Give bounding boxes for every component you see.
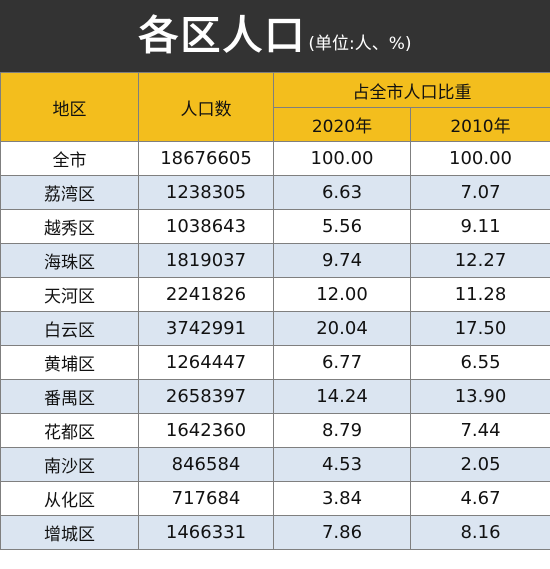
- share-2020-cell: 20.04: [273, 311, 411, 346]
- district-cell: 荔湾区: [0, 175, 139, 210]
- share-2020-cell: 14.24: [273, 379, 411, 414]
- population-cell: 717684: [138, 481, 274, 516]
- share-2010-cell: 6.55: [410, 345, 550, 380]
- title-bar: 各区人口 (单位:人、%): [0, 0, 550, 72]
- district-cell: 海珠区: [0, 243, 139, 278]
- population-cell: 2241826: [138, 277, 274, 312]
- header-year-2010: 2010年: [410, 107, 550, 142]
- table-row: 黄埔区 1264447 6.77 6.55: [0, 345, 550, 380]
- district-cell: 越秀区: [0, 209, 139, 244]
- table-row: 南沙区 846584 4.53 2.05: [0, 447, 550, 482]
- header-year-2020: 2020年: [273, 107, 411, 142]
- district-cell: 南沙区: [0, 447, 139, 482]
- share-2010-cell: 12.27: [410, 243, 550, 278]
- share-2010-cell: 4.67: [410, 481, 550, 516]
- population-cell: 846584: [138, 447, 274, 482]
- district-cell: 天河区: [0, 277, 139, 312]
- share-2010-cell: 2.05: [410, 447, 550, 482]
- district-cell: 增城区: [0, 515, 139, 550]
- population-cell: 2658397: [138, 379, 274, 414]
- table-row: 花都区 1642360 8.79 7.44: [0, 413, 550, 448]
- population-table: 地区 人口数 占全市人口比重 2020年 2010年 全市 18676605 100…: [0, 72, 550, 550]
- share-2010-cell: 13.90: [410, 379, 550, 414]
- share-2010-cell: 8.16: [410, 515, 550, 550]
- district-cell: 全市: [0, 141, 139, 176]
- table-row: 白云区 3742991 20.04 17.50: [0, 311, 550, 346]
- header-population: 人口数: [138, 72, 274, 142]
- table-row: 荔湾区 1238305 6.63 7.07: [0, 175, 550, 210]
- district-cell: 黄埔区: [0, 345, 139, 380]
- population-cell: 1466331: [138, 515, 274, 550]
- district-cell: 番禺区: [0, 379, 139, 414]
- share-2020-cell: 100.00: [273, 141, 411, 176]
- share-2020-cell: 8.79: [273, 413, 411, 448]
- share-2020-cell: 6.63: [273, 175, 411, 210]
- page-title: 各区人口: [138, 13, 307, 59]
- population-cell: 3742991: [138, 311, 274, 346]
- header-share-group: 占全市人口比重: [273, 72, 550, 108]
- header-row-top: 地区 人口数 占全市人口比重: [0, 72, 550, 142]
- district-cell: 花都区: [0, 413, 139, 448]
- share-2020-cell: 3.84: [273, 481, 411, 516]
- unit-note: (单位:人、%): [308, 34, 412, 54]
- table-body: 全市 18676605 100.00 100.00 荔湾区 1238305 6.63 7.07…: [0, 141, 550, 550]
- table-row: 番禺区 2658397 14.24 13.90: [0, 379, 550, 414]
- table-row: 海珠区 1819037 9.74 12.27: [0, 243, 550, 278]
- district-cell: 白云区: [0, 311, 139, 346]
- population-cell: 1819037: [138, 243, 274, 278]
- table-header: 地区 人口数 占全市人口比重 2020年 2010年: [0, 72, 550, 142]
- header-district: 地区: [0, 72, 139, 142]
- share-2020-cell: 4.53: [273, 447, 411, 482]
- share-2010-cell: 7.44: [410, 413, 550, 448]
- share-2020-cell: 5.56: [273, 209, 411, 244]
- table-row: 天河区 2241826 12.00 11.28: [0, 277, 550, 312]
- population-cell: 18676605: [138, 141, 274, 176]
- table-row: 全市 18676605 100.00 100.00: [0, 141, 550, 176]
- share-2010-cell: 100.00: [410, 141, 550, 176]
- share-2010-cell: 9.11: [410, 209, 550, 244]
- share-2010-cell: 11.28: [410, 277, 550, 312]
- population-cell: 1642360: [138, 413, 274, 448]
- population-cell: 1238305: [138, 175, 274, 210]
- population-cell: 1264447: [138, 345, 274, 380]
- district-cell: 从化区: [0, 481, 139, 516]
- share-2020-cell: 6.77: [273, 345, 411, 380]
- share-2020-cell: 7.86: [273, 515, 411, 550]
- table-row: 从化区 717684 3.84 4.67: [0, 481, 550, 516]
- table-row: 越秀区 1038643 5.56 9.11: [0, 209, 550, 244]
- table-row: 增城区 1466331 7.86 8.16: [0, 515, 550, 550]
- share-2010-cell: 7.07: [410, 175, 550, 210]
- population-cell: 1038643: [138, 209, 274, 244]
- share-2010-cell: 17.50: [410, 311, 550, 346]
- share-2020-cell: 9.74: [273, 243, 411, 278]
- share-2020-cell: 12.00: [273, 277, 411, 312]
